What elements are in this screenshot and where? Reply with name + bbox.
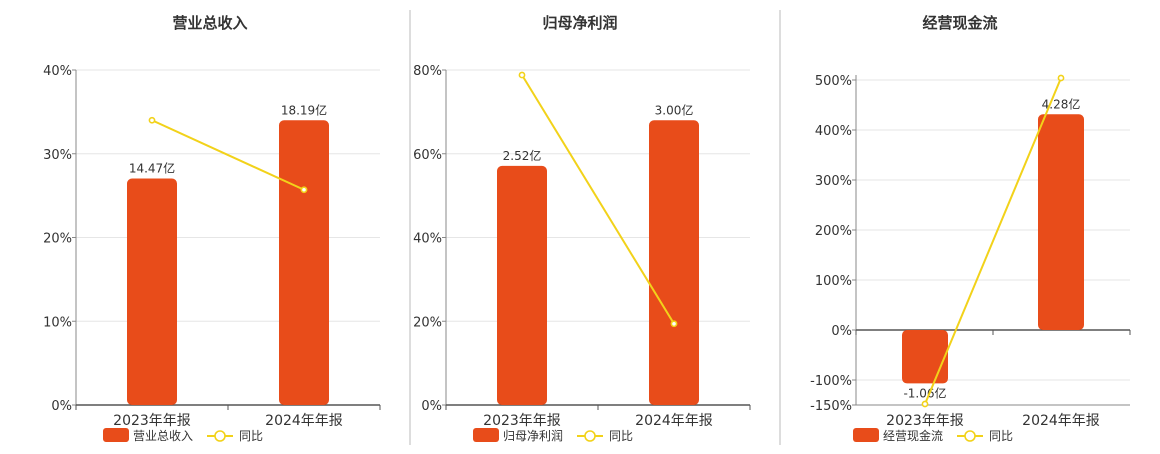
chart-panel-3: 经营现金流 -150% -100% 0% 100% 200% 300% 400% 500% 202… [810, 14, 1131, 443]
chart-title: 经营现金流 [922, 14, 997, 32]
line-series [521, 74, 675, 325]
chart-panel-1: 营业总收入 0% 10% 20% 30% 40% 2023年年报 2024年年报 14.47亿 1… [43, 14, 381, 443]
y-tick-label: 10% [43, 315, 72, 330]
chart-title: 营业总收入 [172, 14, 247, 32]
line-point [1057, 74, 1065, 82]
x-tick-label: 2023年年报 [113, 413, 191, 429]
bar [497, 165, 547, 405]
bar [279, 120, 329, 405]
y-tick-label: -150% [810, 399, 852, 414]
legend-bar-label: 经营现金流 [883, 428, 943, 443]
y-tick-label: -100% [810, 374, 852, 389]
y-tick-label: 0% [421, 399, 442, 414]
y-tick-label: 60% [413, 148, 442, 163]
y-tick-label: 30% [43, 148, 72, 163]
legend-line-marker [964, 430, 976, 442]
bar-data-label: 3.00亿 [655, 102, 694, 117]
y-tick-label: 0% [831, 324, 852, 339]
y-tick-label: 20% [413, 315, 442, 330]
y-tick-label: 40% [43, 64, 72, 79]
legend-bar-swatch [473, 428, 499, 442]
legend-bar-swatch [103, 428, 129, 442]
y-tick-label: 400% [815, 124, 852, 139]
y-tick-label: 0% [51, 399, 72, 414]
y-tick-label: 80% [413, 64, 442, 79]
bar-data-label: 18.19亿 [281, 102, 327, 117]
y-tick-label: 200% [815, 224, 852, 239]
y-tick-label: 40% [413, 232, 442, 247]
legend-bar-label: 归母净利润 [503, 429, 563, 443]
y-tick-label: 300% [815, 174, 852, 189]
x-tick-label: 2024年年报 [635, 413, 713, 429]
line-point [670, 320, 678, 328]
y-tick-label: 500% [815, 74, 852, 89]
x-tick-label: 2024年年报 [1022, 413, 1100, 429]
legend-bar-label: 营业总收入 [133, 429, 193, 443]
bar-data-label: 2.52亿 [503, 148, 542, 163]
legend-line-label: 同比 [989, 429, 1013, 443]
line-point [921, 400, 929, 408]
line-point [300, 186, 308, 194]
x-tick-label: 2023年年报 [483, 413, 561, 429]
legend-line-label: 同比 [609, 429, 633, 443]
bar-data-label: -1.06亿 [903, 385, 946, 400]
legend-line-label: 同比 [239, 429, 263, 443]
line-point [148, 116, 156, 124]
bar [1038, 114, 1084, 330]
legend-line-marker [214, 430, 226, 442]
legend-line-marker [584, 430, 596, 442]
y-tick-label: 100% [815, 274, 852, 289]
line-series [924, 77, 1062, 405]
bar [902, 330, 948, 384]
y-tick-label: 20% [43, 232, 72, 247]
legend-bar-swatch [853, 428, 879, 442]
x-tick-label: 2023年年报 [886, 413, 964, 429]
chart-title: 归母净利润 [542, 14, 617, 32]
chart-panel-2: 归母净利润 0% 20% 40% 60% 80% 2023年年报 2024年年报 2.52亿 3.… [413, 14, 751, 443]
line-point [518, 71, 526, 79]
x-tick-label: 2024年年报 [265, 413, 343, 429]
bar-data-label: 14.47亿 [129, 160, 175, 175]
bar [127, 178, 177, 405]
line-series [151, 119, 305, 191]
bar [649, 120, 699, 405]
